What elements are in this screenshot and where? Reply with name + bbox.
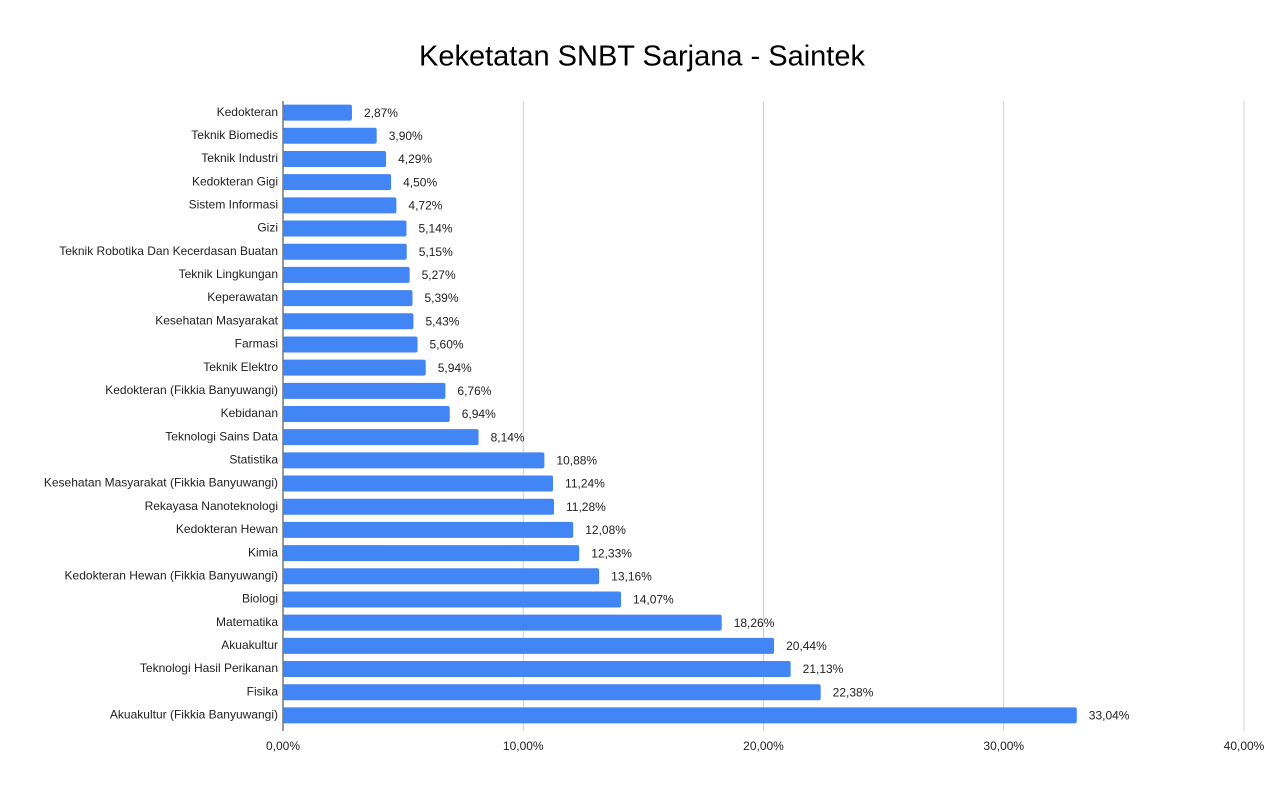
y-tick-label: Keperawatan xyxy=(207,290,278,304)
bar xyxy=(283,637,775,654)
y-tick-label: Kimia xyxy=(248,545,278,559)
bar xyxy=(283,707,1077,724)
value-label: 14,07% xyxy=(633,593,674,607)
value-label: 12,08% xyxy=(585,523,626,537)
value-label: 12,33% xyxy=(591,546,632,560)
y-tick-label: Kebidanan xyxy=(221,406,278,420)
value-label: 33,04% xyxy=(1089,709,1130,723)
y-tick-label: Kedokteran (Fikkia Banyuwangi) xyxy=(105,383,278,397)
y-tick-label: Teknik Robotika Dan Kecerdasan Buatan xyxy=(59,244,278,258)
bar xyxy=(283,150,387,167)
bar xyxy=(283,220,407,237)
bar xyxy=(283,498,555,515)
bar xyxy=(283,661,791,678)
y-tick-label: Gizi xyxy=(257,221,278,235)
bar xyxy=(283,336,418,353)
bar xyxy=(283,591,622,608)
value-label: 2,87% xyxy=(364,106,398,120)
y-tick-label: Kesehatan Masyarakat xyxy=(155,313,278,327)
value-label: 20,44% xyxy=(786,639,827,653)
y-tick-label: Sistem Informasi xyxy=(189,198,278,212)
value-label: 5,60% xyxy=(430,338,464,352)
x-tick-label: 0,00% xyxy=(266,739,300,753)
y-tick-label: Teknik Lingkungan xyxy=(179,267,278,281)
value-label: 6,76% xyxy=(457,384,491,398)
value-label: 8,14% xyxy=(491,430,525,444)
y-tick-label: Teknologi Sains Data xyxy=(165,429,278,443)
bar xyxy=(283,406,450,422)
bar xyxy=(283,266,410,283)
x-tick-label: 30,00% xyxy=(983,739,1024,753)
value-label: 11,28% xyxy=(566,500,606,514)
value-label: 5,27% xyxy=(422,268,456,282)
y-tick-label: Kesehatan Masyarakat (Fikkia Banyuwangi) xyxy=(44,476,278,490)
y-tick-label: Teknik Elektro xyxy=(203,360,278,374)
value-label: 13,16% xyxy=(611,569,652,583)
x-tick-label: 40,00% xyxy=(1224,739,1265,753)
bar xyxy=(283,568,600,585)
y-tick-label: Teknik Biomedis xyxy=(191,128,278,142)
value-label: 4,29% xyxy=(398,152,432,166)
y-tick-label: Kedokteran xyxy=(217,105,278,119)
value-label: 5,43% xyxy=(425,314,459,328)
value-label: 5,39% xyxy=(424,291,458,305)
y-tick-label: Akuakultur (Fikkia Banyuwangi) xyxy=(110,708,278,722)
bar xyxy=(283,475,554,492)
bar xyxy=(283,290,413,307)
bar xyxy=(283,127,377,144)
bar xyxy=(283,545,580,562)
bar xyxy=(283,684,821,701)
value-label: 5,15% xyxy=(419,245,453,259)
bar xyxy=(283,452,545,469)
value-label: 4,72% xyxy=(408,199,442,213)
y-tick-label: Biologi xyxy=(242,592,278,606)
bar xyxy=(283,174,392,191)
y-tick-label: Rekayasa Nanoteknologi xyxy=(145,499,278,513)
bar xyxy=(283,429,479,446)
value-label: 3,90% xyxy=(389,129,423,143)
value-label: 5,14% xyxy=(418,222,452,236)
value-label: 18,26% xyxy=(734,616,775,630)
x-tick-label: 10,00% xyxy=(503,739,544,753)
y-tick-label: Fisika xyxy=(247,684,279,698)
y-tick-label: Matematika xyxy=(216,615,278,629)
bar xyxy=(283,197,397,214)
y-tick-label: Kedokteran Gigi xyxy=(192,174,278,188)
value-label: 10,88% xyxy=(556,454,597,468)
bar xyxy=(283,382,446,399)
y-tick-label: Teknik Industri xyxy=(201,151,278,165)
bar xyxy=(283,104,352,121)
bar xyxy=(283,359,426,376)
chart-title: Keketatan SNBT Sarjana - Saintek xyxy=(419,41,865,73)
x-tick-label: 20,00% xyxy=(743,739,784,753)
y-tick-label: Teknologi Hasil Perikanan xyxy=(140,661,278,675)
bar xyxy=(283,614,722,631)
value-label: 21,13% xyxy=(803,662,844,676)
y-tick-label: Kedokteran Hewan (Fikkia Banyuwangi) xyxy=(65,568,278,582)
value-label: 11,24% xyxy=(565,477,605,491)
y-tick-label: Statistika xyxy=(229,453,278,467)
y-tick-label: Akuakultur xyxy=(221,638,278,652)
y-tick-label: Farmasi xyxy=(235,337,278,351)
bar xyxy=(283,313,414,330)
value-label: 5,94% xyxy=(438,361,472,375)
bar xyxy=(283,243,407,260)
value-label: 22,38% xyxy=(833,685,874,699)
y-tick-label: Kedokteran Hewan xyxy=(176,522,278,536)
bar xyxy=(283,521,574,538)
value-label: 4,50% xyxy=(403,175,437,189)
value-label: 6,94% xyxy=(462,407,496,421)
